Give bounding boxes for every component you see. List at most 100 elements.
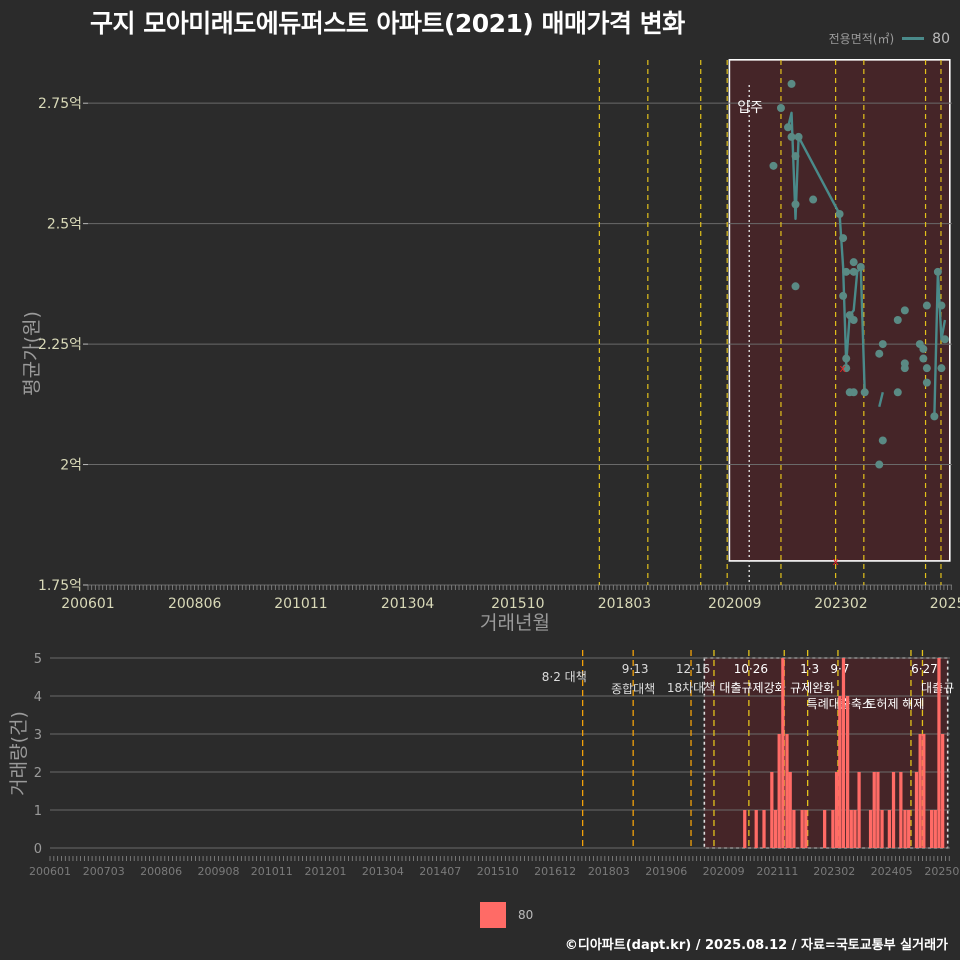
volume-bar [804,810,808,848]
volume-bar [777,734,781,848]
x-tick-label: 202111 [756,865,798,878]
data-point [937,364,946,373]
volume-bar [941,734,945,848]
x-tick-label: 202405 [871,865,913,878]
x-tick-label: 201201 [305,865,347,878]
volume-bar [933,810,937,848]
x-marker: x [839,362,846,375]
data-point [922,301,931,310]
data-point [809,195,818,204]
x-tick-label: 200806 [140,865,182,878]
x-tick-label: 2025 [930,596,960,612]
volume-bar [788,772,792,848]
volume-bar [922,734,926,848]
legend-bar-swatch [480,902,506,928]
y-tick-label: 0 [34,842,42,857]
series-line-80 [878,391,884,408]
x-tick-label: 200601 [61,596,114,612]
volume-bar [845,696,850,848]
x-tick-label: 201803 [598,596,651,612]
y-tick-label: 2 [34,766,42,781]
policy-label: 토허제 해제 [865,697,924,711]
data-point [875,349,884,358]
x-tick-label: 202302 [813,865,855,878]
x-tick-label: 201304 [362,865,404,878]
x-tick-label: 202009 [703,865,745,878]
x-tick-label: 201011 [251,865,293,878]
data-point [922,364,931,373]
volume-bar [834,772,839,848]
data-point [900,306,909,315]
policy-label: 8·2 대책 [542,669,587,684]
policy-date-label: 9·7 [830,662,849,676]
data-point [930,412,939,421]
volume-bar [876,772,880,848]
price-chart: 1.75억 2억 2.25억 2.5억 2.75억 200601 200806 201011 2… [38,59,960,612]
data-point [791,282,800,291]
data-point [875,460,884,469]
data-point [940,335,949,344]
volume-bar [880,810,884,848]
legend-bottom: 80 [480,902,533,928]
data-point [919,354,928,363]
volume-bar [800,810,804,848]
volume-bar [762,810,766,848]
x-tick-label: 201510 [477,865,519,878]
y-tick-label: 2억 [60,458,82,474]
volume-bar [754,810,758,848]
volume-bar [849,810,853,848]
policy-date-label: 12·16 [676,662,710,676]
x-tick-label: 201803 [588,865,630,878]
y-tick-label: 2.75억 [38,96,82,112]
data-point [937,301,946,310]
data-point [791,152,800,161]
data-point [787,79,796,88]
volume-bar [743,810,747,848]
legend-bottom-value: 80 [518,908,534,922]
data-point [835,210,844,218]
legend-top: 전용면적(㎡) 80 [829,30,950,47]
x-tick-label: 200601 [29,865,71,878]
x-tick-label: 201407 [419,865,461,878]
data-point [769,161,778,170]
data-point [839,234,848,243]
volume-bar [937,658,941,848]
data-point [791,200,800,209]
y-tick-label: 4 [34,690,42,705]
footer-credit: ©디아파트(dapt.kr) / 2025.08.12 / 자료=국토교통부 실… [564,938,948,953]
y-tick-label: 1.75억 [38,578,82,594]
x-tick-label: 202009 [708,596,761,612]
legend-title: 전용면적(㎡) [828,32,895,46]
y-tick-label: 5 [34,652,42,667]
data-point [849,316,858,324]
data-point [842,267,851,276]
policy-date-label: 6·27 [911,662,938,676]
data-point [878,340,887,349]
x-tick-label: 201510 [491,596,544,612]
policy-label: 종합대책 [611,681,655,696]
x-tick-label: 201304 [381,596,435,612]
chart-title: 구지 모아미래도에듀퍼스트 아파트(2021) 매매가격 변화 [90,9,685,38]
data-point [842,364,851,373]
data-point [776,104,785,112]
data-point [919,344,928,353]
x-tick-label: 200806 [168,596,222,612]
data-point [893,388,902,397]
volume-bar [831,810,835,848]
data-point [878,436,887,445]
volume-bar [770,772,774,848]
data-point [860,388,869,397]
volume-bar [785,734,789,848]
policy-date-label: 9·13 [622,662,649,676]
volume-bar [930,810,934,848]
x-tick-label: 202302 [814,596,867,612]
data-point [856,263,865,271]
data-point [787,132,796,141]
policy-label: 18차대책 [667,680,715,695]
x-axis-label: 거래년월 [480,612,550,634]
data-point [922,378,931,387]
volume-bar [853,810,857,848]
y-tick-label: 2.25억 [38,337,82,353]
volume-bar [838,696,842,848]
data-point [849,267,858,276]
